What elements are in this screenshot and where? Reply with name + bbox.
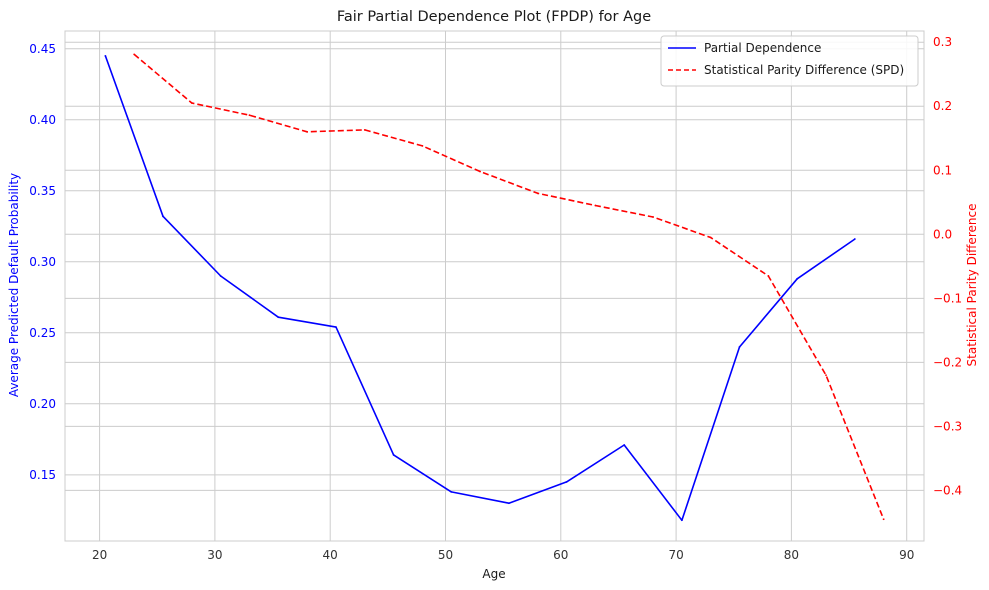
data-point-spd [594,204,597,207]
data-point-partial-dependence [680,519,683,522]
data-point-partial-dependence [623,444,626,446]
data-point-spd [306,130,309,133]
right-y-tick-label: −0.3 [933,419,962,433]
data-point-partial-dependence [392,454,395,456]
data-point-partial-dependence [104,54,107,57]
right-y-axis-label: Statistical Parity Difference [965,204,979,367]
series-line-partial-dependence [104,55,856,522]
legend-box [660,35,919,87]
data-point-partial-dependence [796,277,799,280]
right-y-tick-label: 0.1 [933,163,952,177]
data-point-partial-dependence [738,346,741,348]
legend: Partial Dependence Statistical Parity Di… [660,35,919,87]
x-tick-label: 20 [92,548,107,562]
x-axis-ticks: 20 30 40 50 60 70 80 90 [92,548,914,562]
data-point-spd [133,53,136,56]
x-tick-label: 70 [668,548,683,562]
x-tick-label: 40 [323,548,338,562]
data-point-partial-dependence [335,326,337,329]
data-point-spd [882,518,885,521]
left-y-tick-label: 0.45 [29,42,56,56]
grid-lines [65,31,924,541]
x-tick-label: 30 [207,548,222,562]
data-point-spd [190,102,193,104]
right-y-tick-label: 0.0 [933,227,952,241]
left-y-axis-label: Average Predicted Default Probability [7,173,21,397]
data-point-partial-dependence [219,275,222,277]
left-y-tick-label: 0.40 [29,113,56,127]
x-tick-label: 50 [438,548,453,562]
x-tick-label: 60 [553,548,568,562]
left-y-tick-label: 0.20 [29,397,56,411]
series-layer [104,53,885,522]
data-point-partial-dependence [565,481,568,483]
chart-title: Fair Partial Dependence Plot (FPDP) for … [337,9,651,25]
right-y-tick-label: −0.2 [933,355,962,369]
legend-entry-partial-dependence: Partial Dependence [704,41,821,55]
left-axis-ticks: 0.15 0.20 0.25 0.30 0.35 0.40 0.45 [29,42,56,482]
data-point-spd [825,374,827,377]
data-point-partial-dependence [508,502,510,505]
right-axis-ticks: −0.4 −0.3 −0.2 −0.1 0.0 0.1 0.2 0.3 [933,35,962,497]
data-point-spd [421,145,424,147]
data-point-partial-dependence [853,238,856,240]
data-point-partial-dependence [277,316,280,319]
right-y-tick-label: −0.1 [933,291,962,305]
data-point-spd [709,236,712,239]
data-point-spd [479,170,481,173]
left-y-tick-label: 0.35 [29,184,56,198]
data-point-spd [767,275,770,277]
data-point-spd [652,216,654,218]
x-tick-label: 90 [899,548,914,562]
left-y-tick-label: 0.15 [29,468,56,482]
data-point-spd [248,114,251,117]
left-y-tick-label: 0.30 [29,255,56,269]
data-point-spd [363,129,366,131]
plot-frame [64,30,925,542]
data-point-partial-dependence [162,215,164,218]
right-y-tick-label: 0.2 [933,99,952,113]
legend-entry-spd: Statistical Parity Difference (SPD) [704,63,904,77]
left-y-tick-label: 0.25 [29,326,56,340]
series-line-spd [133,53,885,520]
data-point-partial-dependence [450,490,453,493]
right-y-tick-label: 0.3 [933,35,952,49]
x-axis-label: Age [482,567,505,581]
data-point-spd [536,192,539,195]
right-y-tick-label: −0.4 [933,483,962,497]
x-tick-label: 80 [784,548,799,562]
